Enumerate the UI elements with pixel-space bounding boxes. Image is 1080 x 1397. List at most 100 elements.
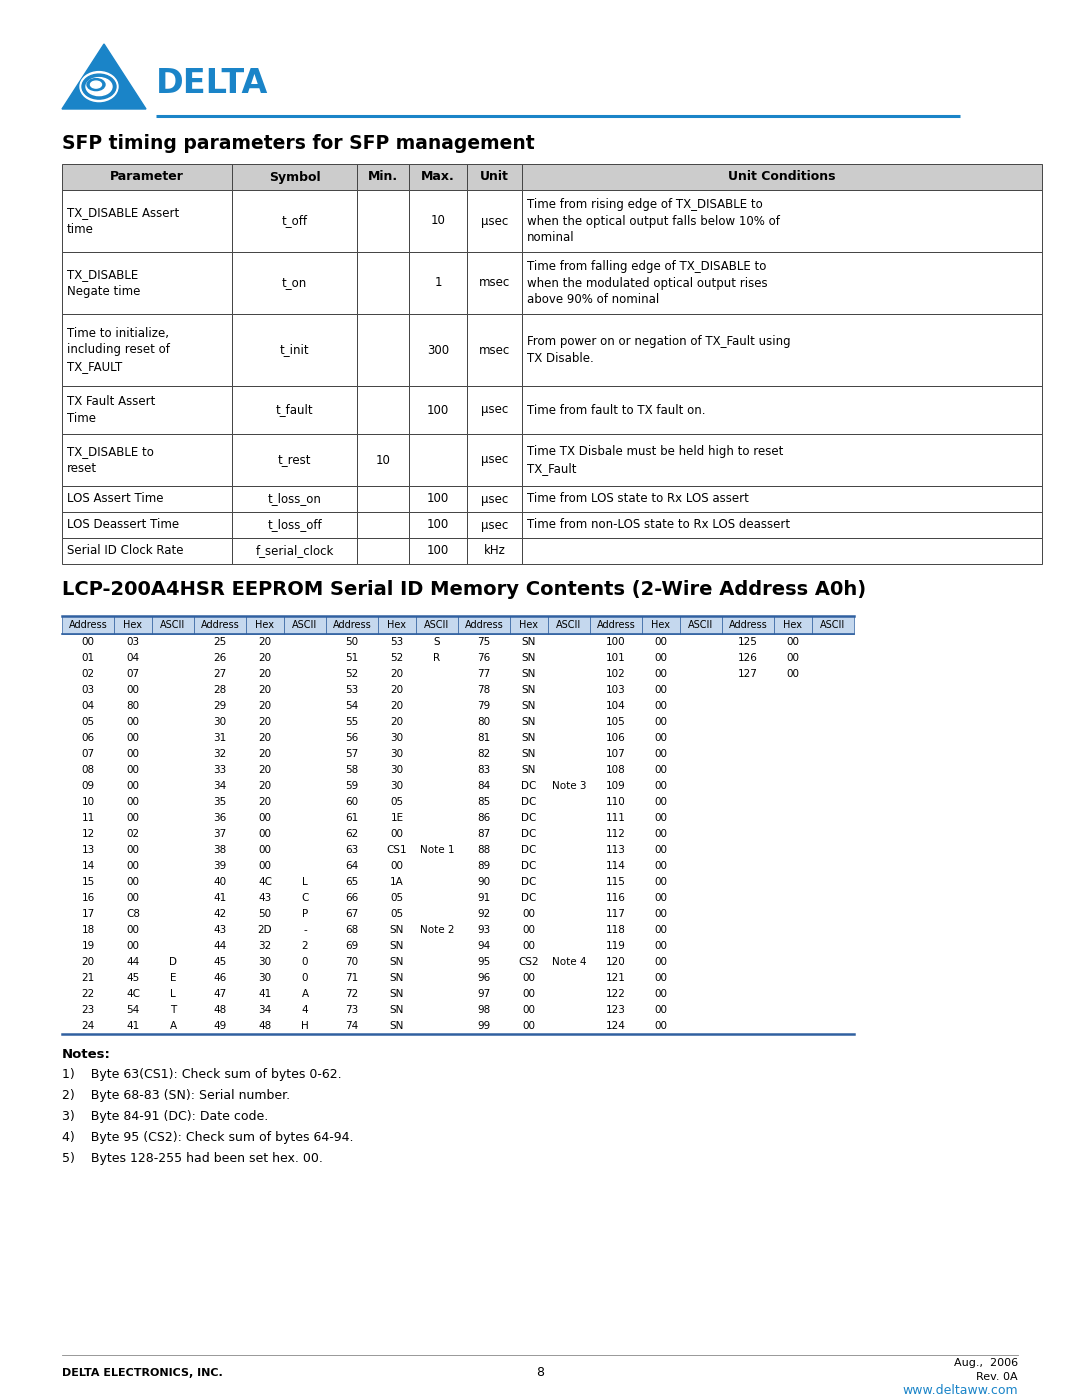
Text: 03: 03 bbox=[126, 637, 139, 647]
Text: 05: 05 bbox=[391, 909, 404, 919]
Bar bbox=[522, 163, 1042, 190]
Bar bbox=[357, 486, 409, 511]
Text: 100: 100 bbox=[427, 493, 449, 506]
Text: Note 4: Note 4 bbox=[552, 957, 586, 967]
Text: 00: 00 bbox=[786, 669, 799, 679]
Bar bbox=[409, 163, 467, 190]
Text: 10: 10 bbox=[376, 454, 391, 467]
Text: 00: 00 bbox=[126, 861, 139, 870]
Bar bbox=[467, 251, 522, 314]
Text: 00: 00 bbox=[81, 637, 95, 647]
Text: 104: 104 bbox=[606, 701, 626, 711]
Bar bbox=[114, 616, 152, 634]
Text: Address: Address bbox=[69, 620, 107, 630]
Text: 20: 20 bbox=[81, 957, 95, 967]
Text: 00: 00 bbox=[126, 877, 139, 887]
Text: 00: 00 bbox=[523, 972, 536, 983]
Text: 111: 111 bbox=[606, 813, 626, 823]
Text: t_rest: t_rest bbox=[278, 454, 311, 467]
Bar bbox=[467, 314, 522, 386]
Text: 09: 09 bbox=[81, 781, 95, 791]
Text: ASCII: ASCII bbox=[556, 620, 582, 630]
Text: SN: SN bbox=[522, 701, 536, 711]
Text: 103: 103 bbox=[606, 685, 626, 694]
Bar bbox=[409, 511, 467, 538]
Text: 20: 20 bbox=[258, 781, 271, 791]
Text: 65: 65 bbox=[346, 877, 359, 887]
Text: 51: 51 bbox=[346, 652, 359, 664]
Text: t_off: t_off bbox=[282, 215, 308, 228]
Text: 45: 45 bbox=[126, 972, 139, 983]
Text: ASCII: ASCII bbox=[160, 620, 186, 630]
Text: 00: 00 bbox=[126, 717, 139, 726]
Text: DELTA ELECTRONICS, INC.: DELTA ELECTRONICS, INC. bbox=[62, 1368, 222, 1377]
Text: ASCII: ASCII bbox=[688, 620, 714, 630]
Bar bbox=[194, 616, 246, 634]
Text: Min.: Min. bbox=[368, 170, 399, 183]
Bar bbox=[357, 386, 409, 434]
Text: 91: 91 bbox=[477, 893, 490, 902]
Text: S: S bbox=[434, 637, 441, 647]
Text: 23: 23 bbox=[81, 1004, 95, 1016]
Text: 00: 00 bbox=[654, 877, 667, 887]
Text: 00: 00 bbox=[654, 813, 667, 823]
Text: C: C bbox=[301, 893, 309, 902]
Text: 110: 110 bbox=[606, 798, 626, 807]
Text: 115: 115 bbox=[606, 877, 626, 887]
Text: 88: 88 bbox=[477, 845, 490, 855]
Text: 93: 93 bbox=[477, 925, 490, 935]
Text: 16: 16 bbox=[81, 893, 95, 902]
Text: 30: 30 bbox=[391, 733, 404, 743]
Text: 20: 20 bbox=[258, 637, 271, 647]
Text: 34: 34 bbox=[214, 781, 227, 791]
Text: 44: 44 bbox=[214, 942, 227, 951]
Text: 122: 122 bbox=[606, 989, 626, 999]
Text: 113: 113 bbox=[606, 845, 626, 855]
Text: DC: DC bbox=[522, 813, 537, 823]
Text: μsec: μsec bbox=[481, 518, 508, 531]
Text: Address: Address bbox=[596, 620, 635, 630]
Text: 20: 20 bbox=[258, 733, 271, 743]
Text: 69: 69 bbox=[346, 942, 359, 951]
Text: 81: 81 bbox=[477, 733, 490, 743]
Text: 03: 03 bbox=[81, 685, 95, 694]
Bar bbox=[232, 163, 357, 190]
Bar bbox=[232, 511, 357, 538]
Text: 00: 00 bbox=[654, 766, 667, 775]
Text: Rev. 0A: Rev. 0A bbox=[976, 1372, 1018, 1382]
Text: 50: 50 bbox=[346, 637, 359, 647]
Text: A: A bbox=[170, 1021, 176, 1031]
Text: SN: SN bbox=[390, 1021, 404, 1031]
Text: -: - bbox=[303, 925, 307, 935]
Text: 20: 20 bbox=[258, 685, 271, 694]
Text: DELTA: DELTA bbox=[156, 67, 268, 101]
Text: 43: 43 bbox=[258, 893, 272, 902]
Text: 105: 105 bbox=[606, 717, 626, 726]
Text: 73: 73 bbox=[346, 1004, 359, 1016]
Text: 00: 00 bbox=[126, 942, 139, 951]
Bar bbox=[642, 616, 680, 634]
Text: H: H bbox=[301, 1021, 309, 1031]
Text: T: T bbox=[170, 1004, 176, 1016]
Text: Address: Address bbox=[201, 620, 240, 630]
Text: CS1: CS1 bbox=[387, 845, 407, 855]
Text: 4C: 4C bbox=[126, 989, 140, 999]
Text: TX_DISABLE
Negate time: TX_DISABLE Negate time bbox=[67, 268, 140, 298]
Text: SN: SN bbox=[522, 749, 536, 759]
Text: 70: 70 bbox=[346, 957, 359, 967]
Text: 20: 20 bbox=[258, 669, 271, 679]
Text: ASCII: ASCII bbox=[821, 620, 846, 630]
Text: SN: SN bbox=[522, 652, 536, 664]
Text: 00: 00 bbox=[654, 1004, 667, 1016]
Text: 85: 85 bbox=[477, 798, 490, 807]
Bar bbox=[357, 251, 409, 314]
Text: 00: 00 bbox=[654, 781, 667, 791]
Text: Unit Conditions: Unit Conditions bbox=[728, 170, 836, 183]
Text: ASCII: ASCII bbox=[293, 620, 318, 630]
Text: 120: 120 bbox=[606, 957, 626, 967]
Text: 124: 124 bbox=[606, 1021, 626, 1031]
Text: 18: 18 bbox=[81, 925, 95, 935]
Ellipse shape bbox=[80, 71, 118, 102]
Text: t_on: t_on bbox=[282, 277, 307, 289]
Text: 41: 41 bbox=[214, 893, 227, 902]
